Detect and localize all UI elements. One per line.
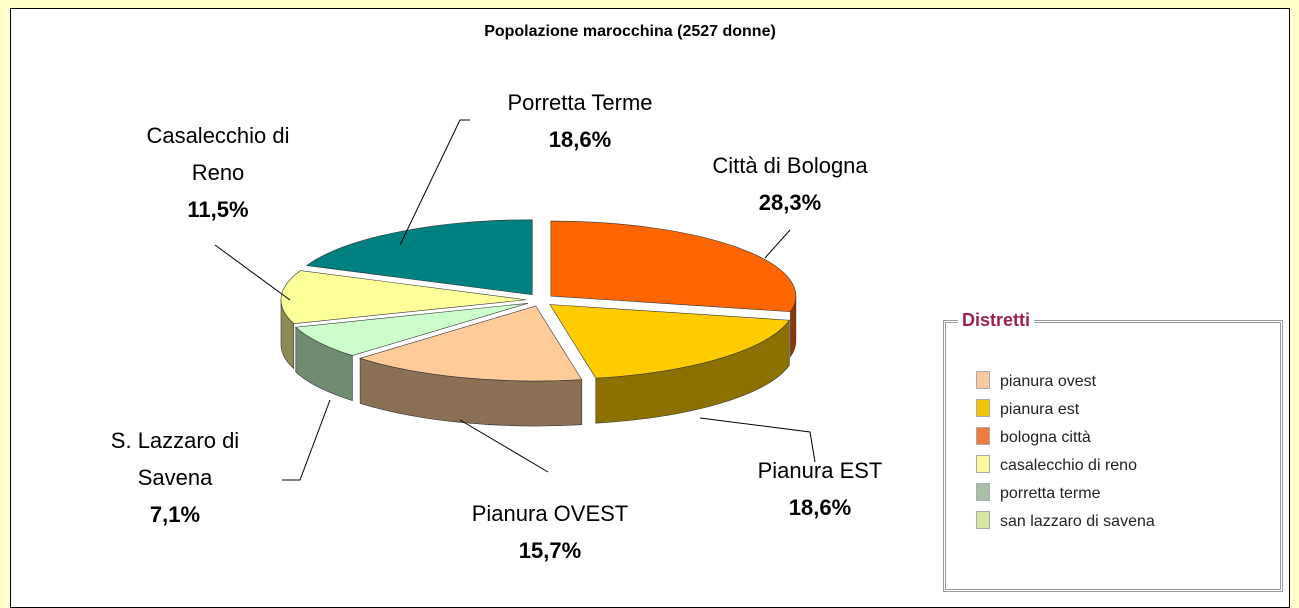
chart-title: Popolazione marocchina (2527 donne) [484, 23, 776, 40]
leader-line [764, 229, 791, 259]
legend-swatch [976, 399, 990, 417]
legend-label: pianura est [1000, 401, 1080, 418]
legend-item: pianura est [976, 399, 1079, 419]
leader-line [459, 419, 549, 473]
legend-label: casalecchio di reno [1000, 457, 1137, 474]
slice-label: Porretta Terme 18,6% [440, 84, 720, 158]
legend-label: bologna città [1000, 429, 1091, 446]
leader-line [699, 417, 816, 463]
legend-swatch [976, 455, 990, 473]
legend-item: san lazzaro di savena [976, 511, 1155, 531]
legend: Distretti pianura ovest pianura est bologn… [943, 310, 1283, 592]
slice-name: Casalecchio di Reno [146, 123, 290, 185]
legend-label: pianura ovest [1000, 373, 1097, 390]
slice [280, 270, 527, 324]
slice-label: Casalecchio di Reno 11,5% [128, 117, 308, 228]
slice-value: 18,6% [548, 127, 612, 152]
legend-item: pianura ovest [976, 371, 1096, 391]
leader-line [214, 244, 291, 301]
slice-label: Pianura OVEST 15,7% [430, 495, 670, 569]
slice-value: 18,6% [788, 495, 852, 520]
slice-label: S. Lazzaro di Savena 7,1% [85, 422, 265, 533]
slice [305, 219, 533, 296]
slice [295, 302, 529, 356]
legend-label: san lazzaro di savena [1000, 513, 1155, 530]
slice-value: 11,5% [187, 197, 249, 222]
legend-swatch [976, 483, 990, 501]
slice-name: Pianura OVEST [471, 501, 629, 526]
legend-swatch [976, 371, 990, 389]
slice-label: Città di Bologna 28,3% [690, 147, 890, 221]
slice-label: Pianura EST 18,6% [720, 452, 920, 526]
slice [359, 305, 583, 382]
slice-name: Pianura EST [757, 458, 883, 483]
legend-label: porretta terme [1000, 485, 1101, 502]
legend-swatch [976, 427, 990, 445]
leader-line [399, 119, 470, 246]
slice-name: S. Lazzaro di Savena [110, 428, 240, 490]
slice [549, 304, 790, 379]
legend-title: Distretti [958, 310, 1035, 331]
legend-item: bologna città [976, 427, 1091, 447]
leader-line [282, 399, 331, 481]
slice-value: 15,7% [518, 538, 582, 563]
slice-name: Porretta Terme [507, 90, 653, 115]
legend-swatch [976, 511, 990, 529]
slice [550, 220, 797, 313]
legend-item: casalecchio di reno [976, 455, 1137, 475]
slice-name: Città di Bologna [712, 153, 868, 178]
slice-value: 28,3% [758, 190, 822, 215]
slice-value: 7,1% [149, 502, 201, 527]
legend-item: porretta terme [976, 483, 1100, 503]
